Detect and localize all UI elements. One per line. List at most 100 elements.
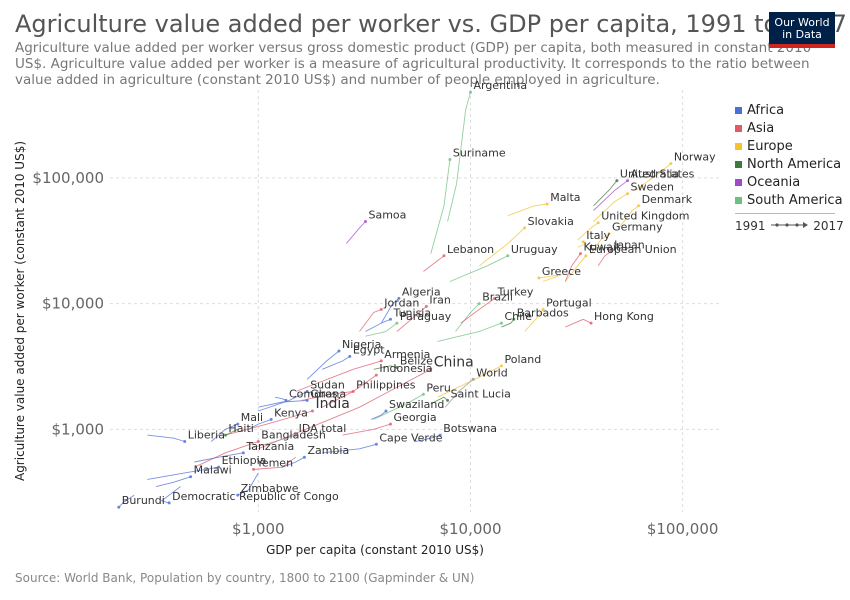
point-marker <box>223 433 227 437</box>
legend-label: Asia <box>747 120 775 136</box>
trajectory-ghana <box>258 399 308 408</box>
point-label: Comoros <box>289 387 338 400</box>
point-marker <box>669 162 673 166</box>
point-label: Portugal <box>546 296 592 309</box>
point-marker <box>537 276 541 280</box>
point-marker <box>395 366 399 370</box>
point-marker <box>424 304 428 308</box>
legend-swatch <box>735 178 742 186</box>
point-label: Greece <box>542 265 581 278</box>
trajectory-turkey <box>460 298 495 324</box>
trajectory-samoa <box>345 221 366 244</box>
point-marker <box>348 354 352 358</box>
legend-label: Europe <box>747 138 793 154</box>
trajectory-uruguay <box>449 255 508 282</box>
point-marker <box>499 364 503 368</box>
trajectory-zimbabwe <box>237 472 259 496</box>
point-label: Hong Kong <box>594 310 654 323</box>
point-marker <box>294 433 298 437</box>
trajectory-zambia <box>282 456 305 468</box>
point-label: Samoa <box>368 208 406 221</box>
legend-swatch <box>735 160 742 168</box>
trajectory-poland <box>437 365 502 398</box>
point-marker <box>252 467 256 471</box>
trajectory-paraguay <box>365 322 398 337</box>
point-marker <box>609 249 613 253</box>
point-label: Tanzania <box>245 440 294 453</box>
owid-logo[interactable]: Our World in Data <box>769 12 835 48</box>
point-label: India <box>315 396 349 412</box>
timeline-control[interactable]: 1991 2017 <box>735 219 844 233</box>
legend-item[interactable]: Africa <box>735 101 843 119</box>
point-label: IDA total <box>299 422 347 435</box>
point-label: Kuwait <box>583 241 620 254</box>
chart-title: Agriculture value added per worker vs. G… <box>15 10 847 38</box>
point-label: Sweden <box>631 181 674 194</box>
point-label: Saint Lucia <box>451 387 511 400</box>
point-marker <box>183 440 187 444</box>
point-label: Zambia <box>307 444 349 457</box>
point-label: Iran <box>429 293 451 306</box>
point-marker <box>305 389 309 393</box>
y-axis-label: Agriculture value added per worker (cons… <box>13 141 27 481</box>
x-tick-label: $10,000 <box>439 520 501 538</box>
trajectory-haiti <box>225 428 238 436</box>
point-marker <box>256 440 260 444</box>
point-marker <box>523 226 527 230</box>
trajectory-yemen <box>253 456 296 470</box>
point-marker <box>506 254 510 258</box>
point-marker <box>397 296 401 300</box>
trajectory-georgia <box>342 423 391 436</box>
point-marker <box>471 377 475 381</box>
point-label: Bangladesh <box>261 429 326 442</box>
point-marker <box>584 254 588 258</box>
legend-item[interactable]: Asia <box>735 119 843 137</box>
legend-item[interactable]: South America <box>735 191 843 209</box>
point-marker <box>448 158 452 162</box>
trajectory-bangladesh <box>194 441 259 468</box>
point-marker <box>429 367 433 371</box>
trajectory-cape-verde <box>322 443 377 454</box>
point-marker <box>189 475 193 479</box>
legend-label: Africa <box>747 102 785 118</box>
point-label: Germany <box>612 221 663 234</box>
point-label: Cape Verde <box>379 431 442 444</box>
trajectory-ida-total <box>248 434 296 450</box>
point-label: Ethiopia <box>222 454 267 467</box>
legend-item[interactable]: Europe <box>735 137 843 155</box>
point-marker <box>626 179 630 183</box>
point-marker <box>421 392 425 396</box>
point-marker <box>284 398 288 402</box>
point-marker <box>545 202 549 206</box>
y-tick-label: $100,000 <box>32 169 104 187</box>
point-label: Swaziland <box>389 398 444 411</box>
point-label: Georgia <box>394 411 437 424</box>
trajectory-united-states <box>593 180 618 207</box>
point-marker <box>512 317 516 321</box>
timeline-arrow <box>771 222 809 228</box>
y-tick-label: $1,000 <box>52 420 105 438</box>
point-marker <box>379 307 383 311</box>
legend-divider <box>735 213 835 214</box>
point-marker <box>446 398 450 402</box>
point-label: Poland <box>504 353 541 366</box>
legend-item[interactable]: Oceania <box>735 173 843 191</box>
point-marker <box>395 321 399 325</box>
legend-swatch <box>735 124 742 132</box>
point-label: Nigeria <box>342 338 381 351</box>
point-label: Denmark <box>642 193 693 206</box>
trajectory-ethiopia <box>147 466 219 480</box>
legend-item[interactable]: North America <box>735 155 843 173</box>
point-marker <box>493 296 497 300</box>
point-marker <box>626 192 630 196</box>
point-label: Uruguay <box>511 243 558 256</box>
trajectory-tanzania <box>194 452 244 463</box>
point-label: Burundi <box>122 494 165 507</box>
trajectory-nigeria <box>306 350 340 380</box>
x-tick-label: $1,000 <box>232 520 285 538</box>
trajectory-comoros <box>275 396 287 401</box>
legend-swatch <box>735 142 742 150</box>
legend-label: North America <box>747 156 842 172</box>
trajectory-japan <box>597 251 612 267</box>
